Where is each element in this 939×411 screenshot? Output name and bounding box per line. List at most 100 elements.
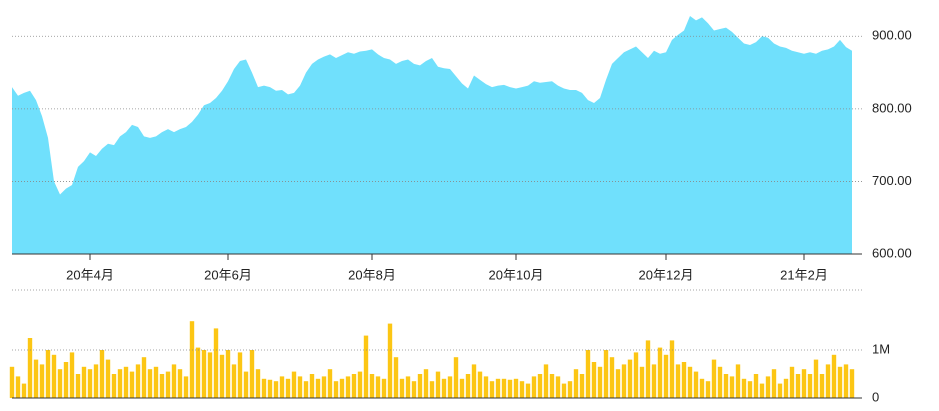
volume-bar xyxy=(687,366,693,398)
volume-bar xyxy=(843,364,849,398)
y-tick-label: 800.00 xyxy=(872,100,912,115)
volume-bar xyxy=(639,366,645,398)
volume-bar xyxy=(123,366,129,398)
volume-bar xyxy=(129,371,135,398)
volume-bar xyxy=(249,350,255,398)
y-tick-label: 600.00 xyxy=(872,245,912,260)
volume-bar xyxy=(669,340,675,398)
volume-bar xyxy=(291,371,297,398)
volume-bar xyxy=(723,374,729,398)
volume-bar xyxy=(261,378,267,398)
volume-bar xyxy=(345,376,351,398)
volume-bar xyxy=(783,378,789,398)
volume-bar xyxy=(501,378,507,398)
volume-bar xyxy=(93,364,99,398)
volume-bar xyxy=(495,378,501,398)
volume-bar xyxy=(567,381,573,398)
volume-bar xyxy=(357,371,363,398)
volume-bar xyxy=(375,376,381,398)
volume-bar xyxy=(147,369,153,398)
y-tick-label: 700.00 xyxy=(872,173,912,188)
volume-bar xyxy=(585,350,591,398)
volume-bar xyxy=(519,381,525,398)
volume-bar xyxy=(543,364,549,398)
volume-bar xyxy=(309,374,315,398)
volume-bar xyxy=(477,371,483,398)
volume-bar xyxy=(453,357,459,398)
volume-bar xyxy=(231,364,237,398)
volume-bar xyxy=(573,369,579,398)
price-area xyxy=(12,15,852,255)
volume-bar xyxy=(549,374,555,398)
volume-bar xyxy=(15,376,21,398)
volume-bar xyxy=(465,374,471,398)
volume-bar xyxy=(717,366,723,398)
volume-bar xyxy=(813,359,819,398)
volume-bar xyxy=(615,369,621,398)
volume-bar xyxy=(33,359,39,398)
y-tick-label: 1M xyxy=(872,341,890,356)
volume-bar xyxy=(153,366,159,398)
volume-bar xyxy=(849,369,855,398)
volume-bar xyxy=(21,383,27,398)
volume-bar xyxy=(273,381,279,398)
volume-bar xyxy=(135,364,141,398)
volume-bar xyxy=(699,378,705,398)
volume-bar xyxy=(459,378,465,398)
volume-bar xyxy=(771,369,777,398)
volume-bar xyxy=(525,383,531,398)
volume-bar xyxy=(801,369,807,398)
volume-bar xyxy=(405,376,411,398)
volume-bar xyxy=(183,376,189,398)
volume-bar xyxy=(165,371,171,398)
volume-bar xyxy=(441,378,447,398)
volume-bar xyxy=(243,371,249,398)
volume-bar xyxy=(255,369,261,398)
y-tick-label: 0 xyxy=(872,389,879,404)
volume-bar xyxy=(267,379,273,398)
volume-bar xyxy=(747,381,753,398)
volume-bar xyxy=(63,362,69,398)
x-tick-label: 21年2月 xyxy=(780,267,828,282)
volume-bar xyxy=(363,335,369,398)
volume-bar xyxy=(489,381,495,398)
volume-bar xyxy=(483,376,489,398)
volume-bar xyxy=(693,371,699,398)
volume-bar xyxy=(303,381,309,398)
volume-bar xyxy=(141,357,147,398)
volume-bar xyxy=(579,374,585,398)
volume-bar xyxy=(105,359,111,398)
volume-bar xyxy=(417,374,423,398)
volume-bar xyxy=(99,350,105,398)
volume-bar xyxy=(27,338,33,398)
volume-bar xyxy=(315,378,321,398)
volume-bar xyxy=(201,350,207,398)
volume-bar xyxy=(627,359,633,398)
volume-bar xyxy=(39,364,45,398)
volume-bar xyxy=(513,378,519,398)
volume-bar xyxy=(777,383,783,398)
volume-bar xyxy=(831,354,837,398)
volume-bar xyxy=(381,378,387,398)
volume-bar xyxy=(429,381,435,398)
volume-bar xyxy=(219,354,225,398)
volume-bar xyxy=(633,352,639,398)
volume-bar xyxy=(447,376,453,398)
volume-bar xyxy=(81,366,87,398)
volume-bar xyxy=(69,352,75,398)
volume-bar xyxy=(741,378,747,398)
volume-bar xyxy=(51,354,57,398)
volume-bar xyxy=(711,359,717,398)
volume-bar xyxy=(279,376,285,398)
volume-bar xyxy=(735,364,741,398)
volume-bar xyxy=(387,323,393,398)
volume-bar xyxy=(369,374,375,398)
volume-bar xyxy=(837,366,843,398)
volume-bar xyxy=(321,376,327,398)
volume-bar xyxy=(327,369,333,398)
volume-bar xyxy=(651,364,657,398)
volume-bar xyxy=(681,362,687,398)
volume-bar xyxy=(471,364,477,398)
volume-bar xyxy=(87,369,93,398)
volume-bar xyxy=(213,328,219,398)
